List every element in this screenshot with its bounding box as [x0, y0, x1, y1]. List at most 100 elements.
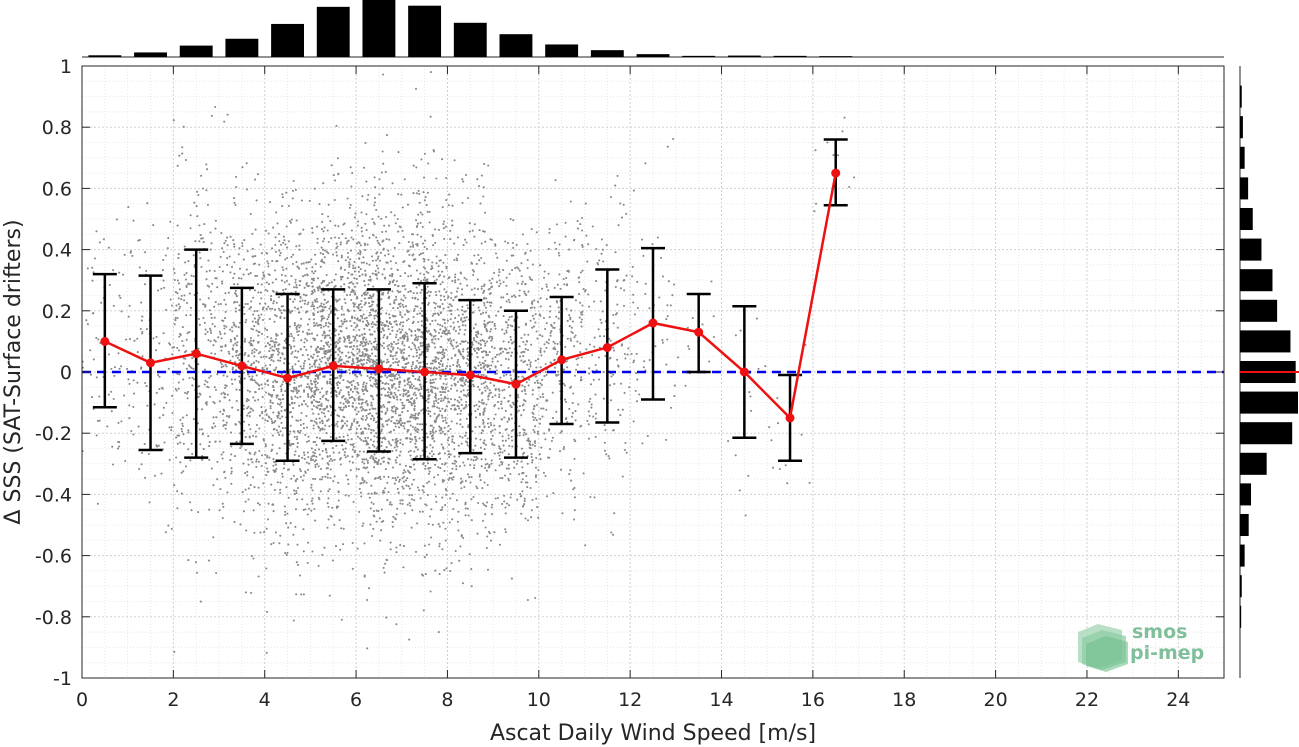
- scatter-point: [334, 389, 337, 392]
- scatter-point: [169, 298, 172, 301]
- scatter-point: [395, 437, 398, 440]
- scatter-point: [353, 285, 356, 288]
- scatter-point: [329, 381, 332, 384]
- scatter-point: [282, 347, 285, 350]
- scatter-point: [286, 246, 289, 249]
- scatter-point: [303, 341, 306, 344]
- scatter-point: [120, 420, 123, 423]
- scatter-point: [302, 228, 305, 231]
- scatter-point: [421, 489, 424, 492]
- scatter-point: [223, 242, 226, 245]
- scatter-point: [456, 520, 459, 523]
- scatter-point: [396, 347, 399, 350]
- scatter-point: [465, 417, 468, 420]
- scatter-point: [418, 348, 421, 351]
- scatter-point: [274, 250, 278, 253]
- scatter-point: [177, 434, 181, 437]
- scatter-point: [402, 480, 405, 483]
- scatter-point: [174, 316, 177, 319]
- scatter-point: [315, 436, 319, 439]
- scatter-point: [352, 420, 356, 423]
- scatter-point: [359, 244, 362, 247]
- scatter-point: [303, 374, 306, 377]
- scatter-point: [276, 481, 279, 484]
- scatter-point: [300, 339, 303, 342]
- scatter-point: [288, 368, 291, 371]
- scatter-point: [281, 393, 284, 397]
- scatter-point: [249, 342, 252, 345]
- scatter-point: [405, 484, 408, 487]
- scatter-point: [199, 600, 202, 603]
- scatter-point: [244, 448, 247, 451]
- scatter-point: [484, 463, 487, 466]
- scatter-point: [321, 305, 324, 308]
- scatter-point: [402, 395, 405, 398]
- scatter-point: [315, 298, 318, 301]
- scatter-point: [478, 413, 482, 416]
- scatter-point: [377, 242, 380, 245]
- scatter-point: [333, 523, 336, 526]
- scatter-point: [360, 294, 364, 297]
- scatter-point: [265, 413, 268, 417]
- scatter-point: [312, 277, 315, 280]
- scatter-point: [295, 326, 298, 329]
- scatter-point: [401, 328, 404, 331]
- scatter-point: [356, 435, 359, 438]
- scatter-point: [394, 422, 397, 425]
- scatter-point: [389, 333, 392, 336]
- scatter-point: [307, 541, 310, 544]
- scatter-point: [187, 282, 190, 285]
- scatter-point: [362, 522, 365, 525]
- scatter-point: [350, 396, 353, 399]
- scatter-point: [284, 274, 287, 277]
- scatter-point: [342, 379, 345, 382]
- scatter-point: [401, 342, 404, 345]
- scatter-point: [350, 229, 353, 232]
- scatter-point: [234, 423, 237, 426]
- scatter-point: [441, 270, 444, 273]
- scatter-point: [429, 362, 433, 365]
- scatter-point: [246, 250, 249, 253]
- scatter-point: [433, 301, 436, 304]
- scatter-point: [337, 360, 340, 363]
- scatter-point: [336, 245, 339, 248]
- scatter-point: [387, 253, 390, 256]
- scatter-point: [257, 361, 260, 364]
- scatter-point: [251, 232, 254, 235]
- scatter-point: [215, 416, 218, 419]
- scatter-point: [350, 236, 353, 239]
- scatter-point: [248, 307, 251, 311]
- scatter-point: [355, 406, 358, 409]
- scatter-point: [382, 342, 385, 345]
- scatter-point: [278, 412, 281, 415]
- scatter-point: [423, 239, 427, 242]
- scatter-point: [283, 442, 286, 445]
- scatter-point: [171, 353, 174, 356]
- scatter-point: [254, 178, 257, 181]
- scatter-point: [178, 288, 181, 291]
- scatter-point: [326, 473, 329, 476]
- scatter-point: [465, 405, 468, 408]
- scatter-point: [346, 454, 349, 458]
- scatter-point: [308, 318, 311, 321]
- scatter-point: [368, 311, 371, 314]
- scatter-point: [259, 291, 262, 294]
- scatter-point: [488, 279, 491, 282]
- scatter-point: [406, 335, 409, 338]
- scatter-point: [213, 316, 216, 319]
- scatter-point: [386, 376, 389, 379]
- scatter-point: [457, 253, 460, 256]
- scatter-point: [284, 427, 287, 430]
- scatter-point: [267, 305, 270, 308]
- scatter-point: [490, 459, 493, 462]
- scatter-point: [473, 254, 476, 257]
- scatter-point: [288, 411, 292, 414]
- scatter-point: [111, 463, 115, 466]
- scatter-point: [395, 461, 398, 464]
- scatter-point: [213, 305, 216, 308]
- scatter-point: [426, 343, 429, 346]
- scatter-point: [428, 366, 431, 369]
- scatter-point: [261, 373, 264, 376]
- scatter-point: [293, 402, 296, 405]
- scatter-point: [112, 304, 115, 307]
